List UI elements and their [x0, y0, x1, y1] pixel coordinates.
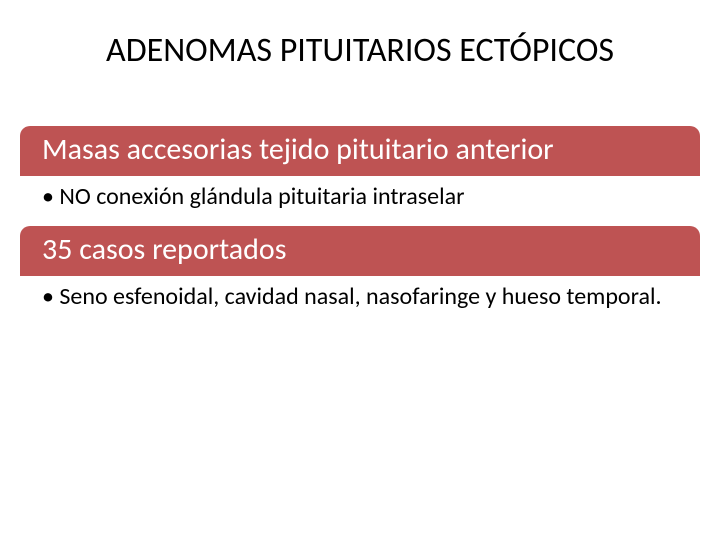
- section-2-bullet-text: • Seno esfenoidal, cavidad nasal, nasofa…: [42, 282, 678, 312]
- section-1: Masas accesorias tejido pituitario anter…: [20, 126, 700, 222]
- section-1-header-text: Masas accesorias tejido pituitario anter…: [42, 132, 678, 168]
- slide-title: ADENOMAS PITUITARIOS ECTÓPICOS: [20, 30, 700, 71]
- section-1-bullet-text: • NO conexión glándula pituitaria intras…: [42, 182, 678, 212]
- section-2-bullet-box: • Seno esfenoidal, cavidad nasal, nasofa…: [20, 276, 700, 322]
- section-1-header-band: Masas accesorias tejido pituitario anter…: [20, 126, 700, 176]
- section-2: 35 casos reportados • Seno esfenoidal, c…: [20, 226, 700, 322]
- section-2-header-text: 35 casos reportados: [42, 232, 678, 268]
- section-1-bullet-box: • NO conexión glándula pituitaria intras…: [20, 176, 700, 222]
- slide-container: ADENOMAS PITUITARIOS ECTÓPICOS Masas acc…: [0, 0, 720, 540]
- section-2-header-band: 35 casos reportados: [20, 226, 700, 276]
